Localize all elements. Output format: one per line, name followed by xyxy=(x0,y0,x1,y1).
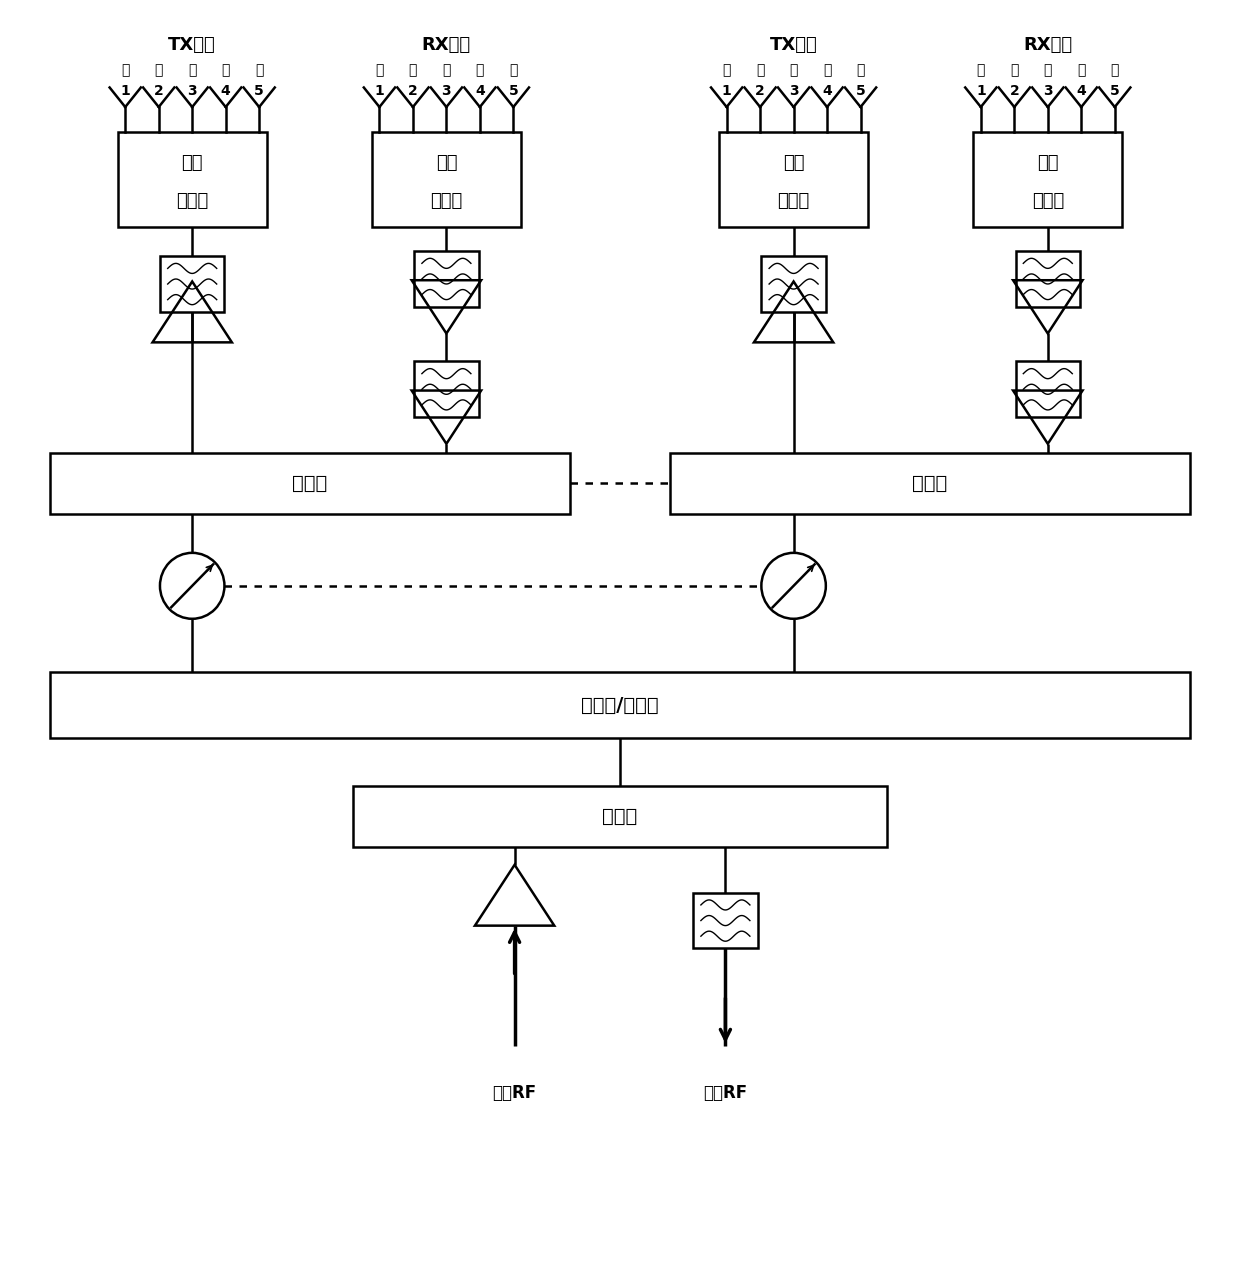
Text: 五选一: 五选一 xyxy=(176,193,208,210)
Text: RX阵子: RX阵子 xyxy=(422,36,471,53)
Text: 1: 1 xyxy=(976,84,986,98)
Text: 5: 5 xyxy=(1110,84,1120,98)
Text: 双工器: 双工器 xyxy=(913,474,947,492)
Text: 开关: 开关 xyxy=(181,155,203,172)
Text: 1: 1 xyxy=(722,84,732,98)
Text: 面: 面 xyxy=(255,63,263,77)
Text: 面: 面 xyxy=(409,63,417,77)
Text: 面: 面 xyxy=(723,63,730,77)
Text: 面: 面 xyxy=(443,63,450,77)
Text: 面: 面 xyxy=(823,63,831,77)
Text: 面: 面 xyxy=(222,63,229,77)
Bar xyxy=(414,361,479,417)
Text: 3: 3 xyxy=(1043,84,1053,98)
Bar xyxy=(1016,251,1080,307)
Text: 五选一: 五选一 xyxy=(1032,193,1064,210)
Bar xyxy=(973,132,1122,227)
Text: 发射RF: 发射RF xyxy=(492,1084,537,1102)
Text: 合路器/九合一: 合路器/九合一 xyxy=(582,696,658,714)
Text: 2: 2 xyxy=(1009,84,1019,98)
Text: 5: 5 xyxy=(856,84,866,98)
Text: 五选一: 五选一 xyxy=(430,193,463,210)
Text: 双工器: 双工器 xyxy=(293,474,327,492)
Text: 面: 面 xyxy=(188,63,196,77)
Text: 面: 面 xyxy=(122,63,129,77)
Text: 接收RF: 接收RF xyxy=(703,1084,748,1102)
Text: TX阵子: TX阵子 xyxy=(169,36,216,53)
Text: 1: 1 xyxy=(374,84,384,98)
Text: 面: 面 xyxy=(857,63,864,77)
Text: 面: 面 xyxy=(1011,63,1018,77)
Bar xyxy=(50,453,570,514)
Text: 面: 面 xyxy=(155,63,162,77)
Text: 面: 面 xyxy=(510,63,517,77)
Text: 4: 4 xyxy=(475,84,485,98)
Text: 5: 5 xyxy=(254,84,264,98)
Text: 2: 2 xyxy=(408,84,418,98)
Text: 4: 4 xyxy=(1076,84,1086,98)
Bar xyxy=(353,786,887,847)
Text: 2: 2 xyxy=(154,84,164,98)
Text: 开关: 开关 xyxy=(782,155,805,172)
Text: 3: 3 xyxy=(441,84,451,98)
Text: TX阵子: TX阵子 xyxy=(770,36,817,53)
Text: 4: 4 xyxy=(221,84,231,98)
Bar xyxy=(160,256,224,312)
Bar xyxy=(372,132,521,227)
Bar xyxy=(1016,361,1080,417)
Bar xyxy=(670,453,1190,514)
Text: 双工器: 双工器 xyxy=(603,808,637,825)
Bar xyxy=(118,132,267,227)
Text: 面: 面 xyxy=(376,63,383,77)
Text: 面: 面 xyxy=(1078,63,1085,77)
Text: 3: 3 xyxy=(789,84,799,98)
Text: 5: 5 xyxy=(508,84,518,98)
Text: 3: 3 xyxy=(187,84,197,98)
Text: 面: 面 xyxy=(756,63,764,77)
Text: 五选一: 五选一 xyxy=(777,193,810,210)
Text: 开关: 开关 xyxy=(1037,155,1059,172)
Text: 面: 面 xyxy=(1044,63,1052,77)
Text: 面: 面 xyxy=(790,63,797,77)
Bar xyxy=(693,893,758,948)
Text: 4: 4 xyxy=(822,84,832,98)
Text: 2: 2 xyxy=(755,84,765,98)
Text: RX阵子: RX阵子 xyxy=(1023,36,1073,53)
Text: 面: 面 xyxy=(1111,63,1118,77)
Text: 面: 面 xyxy=(476,63,484,77)
Text: 1: 1 xyxy=(120,84,130,98)
Text: 面: 面 xyxy=(977,63,985,77)
Bar xyxy=(414,251,479,307)
Bar xyxy=(719,132,868,227)
Text: 开关: 开关 xyxy=(435,155,458,172)
Bar xyxy=(50,672,1190,738)
Bar xyxy=(761,256,826,312)
